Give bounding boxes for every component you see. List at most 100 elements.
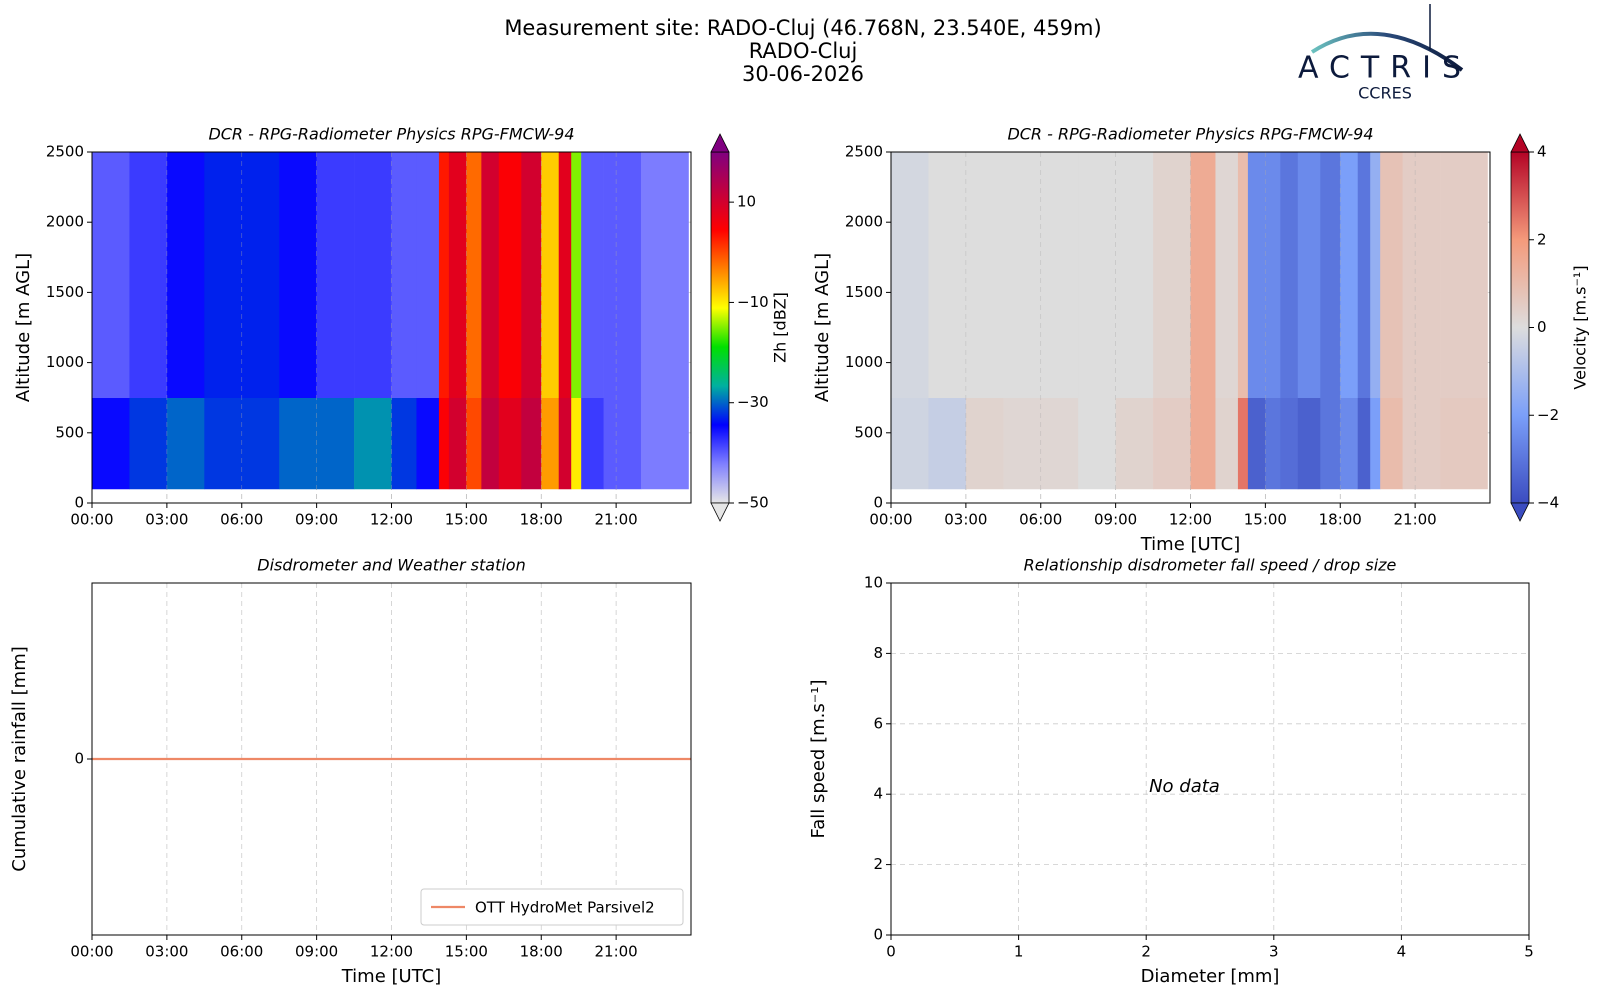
x-tick-label: 1: [1014, 943, 1024, 961]
heat-cell: [1040, 397, 1079, 490]
x-tick-label: 06:00: [220, 511, 263, 529]
y-tick-label: 8: [873, 644, 883, 662]
colorbar-tick-label: 0: [1537, 318, 1547, 336]
panel-title: DCR - RPG-Radiometer Physics RPG-FMCW-94: [208, 125, 574, 144]
y-tick-label: 4: [873, 785, 883, 803]
heat-cell: [558, 152, 572, 398]
panel-title: Relationship disdrometer fall speed / dr…: [1024, 556, 1397, 575]
x-tick-label: 12:00: [370, 511, 413, 529]
y-axis-label: Altitude [m AGL]: [13, 253, 34, 402]
heat-cell: [1153, 397, 1191, 490]
x-tick-label: 21:00: [595, 943, 638, 961]
heat-cell: [416, 397, 440, 490]
heat-cell: [438, 397, 450, 490]
y-axis-label: Fall speed [m.s⁻¹]: [808, 680, 829, 839]
heat-cell: [1380, 152, 1403, 398]
heat-cell: [521, 397, 542, 490]
heat-cell: [521, 152, 542, 398]
x-tick-label: 21:00: [595, 511, 638, 529]
heat-cell: [603, 397, 642, 490]
heat-cell: [391, 152, 417, 398]
heat-cell: [581, 397, 604, 490]
header-line: Measurement site: RADO-Cluj (46.768N, 23…: [504, 16, 1101, 40]
x-tick-label: 03:00: [145, 943, 188, 961]
y-tick-label: 0: [74, 494, 84, 512]
x-axis-label: Diameter [mm]: [1141, 966, 1280, 987]
heat-cell: [204, 152, 243, 398]
x-tick-label: 06:00: [1019, 511, 1062, 529]
heat-cell: [1078, 397, 1116, 490]
y-tick-label: 2500: [46, 143, 84, 161]
heat-cell: [204, 397, 243, 490]
heat-cell: [1215, 397, 1239, 490]
heat-cell: [448, 152, 467, 398]
x-axis-label: Time [UTC]: [1140, 534, 1241, 555]
heat-cell: [1237, 152, 1249, 398]
heat-cell: [166, 152, 205, 398]
heat-cell: [1320, 397, 1341, 490]
heat-cell: [241, 152, 280, 398]
heat-cell: [1440, 152, 1488, 398]
x-tick-label: 0: [886, 943, 896, 961]
logo-sub: CCRES: [1358, 84, 1412, 103]
colorbar-tick-label: −50: [737, 494, 769, 512]
heat-cell: [1115, 397, 1154, 490]
heat-cell: [466, 152, 482, 398]
heat-cell: [1320, 152, 1341, 398]
heat-cell: [1190, 397, 1216, 490]
heat-cell: [416, 152, 440, 398]
heat-cell: [965, 152, 1004, 398]
heat-cell: [481, 152, 500, 398]
x-tick-label: 21:00: [1394, 511, 1437, 529]
heat-cell: [448, 397, 467, 490]
legend-box: [420, 888, 684, 926]
colorbar-label: Zh [dBZ]: [771, 292, 790, 363]
x-tick-label: 06:00: [220, 943, 263, 961]
panel-title: Disdrometer and Weather station: [257, 556, 525, 575]
heat-cell: [1265, 152, 1281, 398]
heat-cell: [1370, 152, 1381, 398]
heat-cell: [1440, 397, 1488, 490]
heat-cell: [1003, 152, 1042, 398]
colorbar: [710, 151, 730, 504]
heat-cell: [316, 397, 355, 490]
header-line: 30-06-2026: [742, 62, 864, 86]
x-tick-label: 03:00: [944, 511, 987, 529]
heat-cell: [354, 397, 392, 490]
heat-cell: [1247, 152, 1266, 398]
y-tick-label: 0: [873, 926, 883, 944]
y-tick-label: 1000: [46, 353, 84, 371]
heat-cell: [1280, 152, 1299, 398]
heat-cell: [1003, 397, 1042, 490]
x-tick-label: 00:00: [70, 943, 113, 961]
x-tick-label: 00:00: [70, 511, 113, 529]
y-tick-label: 1500: [46, 283, 84, 301]
x-tick-label: 12:00: [1169, 511, 1212, 529]
colorbar-tick-label: 10: [737, 193, 756, 211]
x-tick-label: 18:00: [520, 511, 563, 529]
heat-cell: [1078, 152, 1116, 398]
logo-arc: [1310, 31, 1464, 72]
heat-cell: [1297, 152, 1321, 398]
heat-cell: [1190, 152, 1216, 398]
y-tick-label: 500: [854, 423, 883, 441]
heat-cell: [498, 152, 522, 398]
heat-cell: [438, 152, 450, 398]
y-axis-label: Altitude [m AGL]: [812, 253, 833, 402]
x-tick-label: 15:00: [445, 511, 488, 529]
heat-cell: [571, 397, 582, 490]
heat-cell: [928, 397, 967, 490]
x-tick-label: 03:00: [145, 511, 188, 529]
x-tick-label: 2: [1141, 943, 1151, 961]
logo-name: ACTRIS: [1298, 51, 1472, 86]
heat-cell: [129, 152, 168, 398]
heat-cell: [891, 152, 929, 398]
heat-cell: [92, 152, 130, 398]
heat-cell: [1297, 397, 1321, 490]
logo: ACTRIS CCRES: [1298, 4, 1472, 103]
annotation: No data: [1149, 776, 1220, 797]
plot-frame: [890, 582, 1530, 936]
y-tick-label: 2: [873, 855, 883, 873]
heat-cell: [1402, 152, 1441, 398]
